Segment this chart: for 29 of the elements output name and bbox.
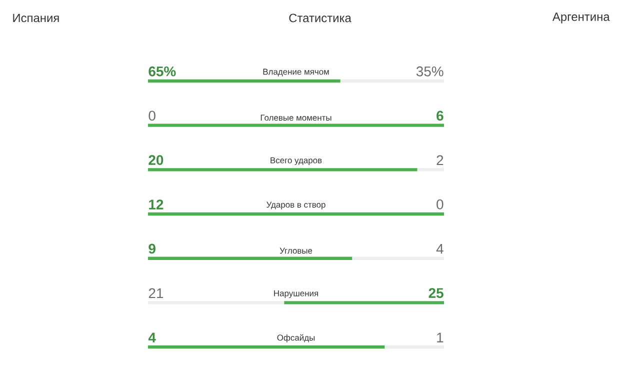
annotation: 2: [436, 155, 444, 165]
text: Испания: [13, 14, 59, 22]
y-tick-label: Голевые моменты: [260, 114, 332, 121]
y-tick-label: Нарушения: [274, 290, 318, 298]
chart-title: Статистика: [289, 14, 352, 22]
y-tick-label: Офсайды: [277, 334, 315, 342]
bar: [148, 256, 352, 260]
annotation: 4: [436, 244, 444, 254]
y-tick-label: Ударов в створ: [266, 202, 326, 210]
annotation: 6: [436, 110, 444, 121]
annotation: 21: [148, 288, 164, 298]
annotation: 0: [436, 199, 444, 210]
bar: [148, 79, 340, 83]
annotation: 9: [148, 244, 156, 254]
y-tick-label: Угловые: [280, 248, 312, 254]
bar: [148, 212, 444, 216]
annotation: 65%: [148, 66, 176, 76]
annotation: 20: [148, 155, 164, 165]
annotation: 35%: [416, 66, 444, 76]
bar: [148, 168, 418, 172]
annotation: 4: [148, 332, 156, 342]
annotation: 0: [148, 110, 156, 121]
annotation: 25: [428, 288, 444, 298]
annotation: 12: [149, 200, 164, 210]
text: Аргентина: [552, 12, 610, 24]
y-tick-label: Владение мячом: [263, 68, 329, 76]
annotation: 1: [437, 332, 444, 342]
bar: [148, 345, 385, 349]
y-tick-label: Всего ударов: [270, 157, 322, 165]
